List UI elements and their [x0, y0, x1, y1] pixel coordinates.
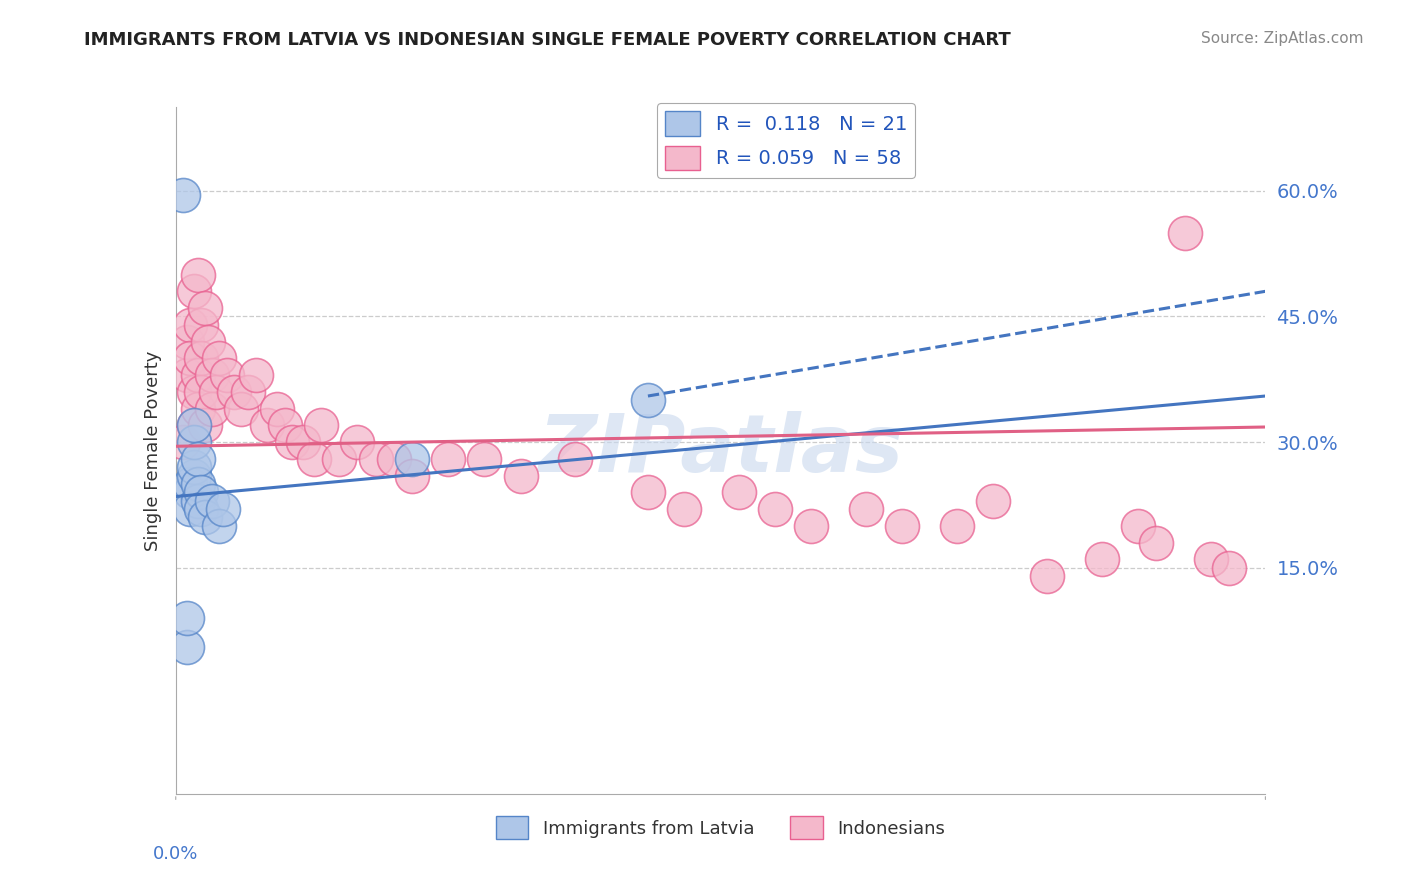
Point: [186, 401, 209, 416]
Point: [176, 334, 198, 349]
Point: [673, 502, 696, 516]
Point: [474, 451, 496, 466]
Point: [201, 368, 224, 382]
Point: [401, 468, 423, 483]
Point: [945, 519, 967, 533]
Point: [186, 477, 209, 491]
Point: [172, 435, 194, 450]
Point: [183, 285, 205, 299]
Point: [1174, 226, 1197, 240]
Point: [509, 468, 531, 483]
Point: [183, 468, 205, 483]
Point: [302, 451, 325, 466]
Point: [197, 334, 219, 349]
Point: [1091, 552, 1114, 566]
Point: [291, 435, 314, 450]
Point: [190, 485, 212, 500]
Point: [186, 268, 209, 282]
Point: [183, 460, 205, 475]
Point: [564, 451, 586, 466]
Point: [212, 502, 235, 516]
Point: [637, 485, 659, 500]
Point: [328, 451, 350, 466]
Point: [727, 485, 749, 500]
Point: [1036, 569, 1059, 583]
Point: [238, 384, 260, 399]
Point: [800, 519, 823, 533]
Point: [201, 401, 224, 416]
Point: [183, 418, 205, 433]
Point: [190, 384, 212, 399]
Point: [215, 368, 238, 382]
Point: [201, 493, 224, 508]
Point: [179, 502, 201, 516]
Point: [309, 418, 332, 433]
Point: [194, 301, 217, 315]
Text: IMMIGRANTS FROM LATVIA VS INDONESIAN SINGLE FEMALE POVERTY CORRELATION CHART: IMMIGRANTS FROM LATVIA VS INDONESIAN SIN…: [84, 31, 1011, 49]
Text: 0.0%: 0.0%: [153, 846, 198, 863]
Point: [1218, 560, 1240, 574]
Point: [190, 318, 212, 332]
Point: [186, 493, 209, 508]
Point: [208, 351, 231, 366]
Point: [190, 351, 212, 366]
Point: [194, 510, 217, 524]
Point: [855, 502, 877, 516]
Point: [186, 451, 209, 466]
Point: [183, 435, 205, 450]
Point: [179, 485, 201, 500]
Point: [346, 435, 368, 450]
Point: [176, 611, 198, 625]
Point: [208, 519, 231, 533]
Text: ZIPatlas: ZIPatlas: [538, 411, 903, 490]
Point: [274, 418, 297, 433]
Point: [266, 401, 288, 416]
Y-axis label: Single Female Poverty: Single Female Poverty: [143, 351, 162, 550]
Point: [1199, 552, 1222, 566]
Legend: Immigrants from Latvia, Indonesians: Immigrants from Latvia, Indonesians: [489, 809, 952, 847]
Point: [891, 519, 914, 533]
Point: [382, 451, 405, 466]
Point: [176, 368, 198, 382]
Point: [194, 418, 217, 433]
Point: [401, 451, 423, 466]
Point: [281, 435, 304, 450]
Point: [190, 502, 212, 516]
Point: [183, 384, 205, 399]
Point: [179, 318, 201, 332]
Point: [186, 368, 209, 382]
Point: [179, 351, 201, 366]
Point: [1146, 535, 1168, 549]
Point: [222, 384, 245, 399]
Point: [245, 368, 267, 382]
Text: Source: ZipAtlas.com: Source: ZipAtlas.com: [1201, 31, 1364, 46]
Point: [204, 384, 226, 399]
Point: [176, 640, 198, 655]
Point: [172, 188, 194, 202]
Point: [179, 477, 201, 491]
Point: [637, 393, 659, 408]
Point: [256, 418, 278, 433]
Point: [231, 401, 253, 416]
Point: [763, 502, 786, 516]
Point: [437, 451, 460, 466]
Point: [364, 451, 387, 466]
Point: [183, 418, 205, 433]
Point: [1128, 519, 1150, 533]
Point: [981, 493, 1004, 508]
